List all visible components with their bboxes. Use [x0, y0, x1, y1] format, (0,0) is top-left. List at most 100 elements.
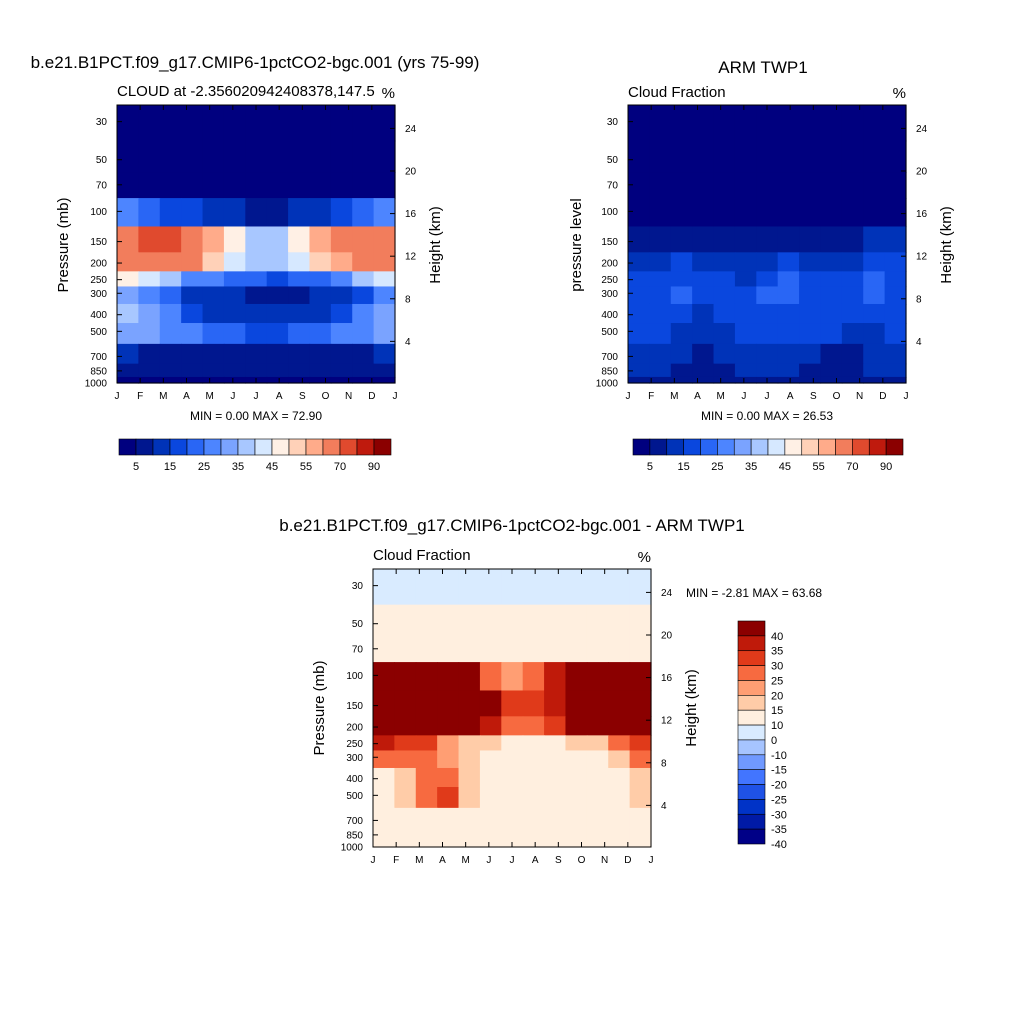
y-tick-label: 300: [90, 289, 107, 300]
heatmap-cell: [479, 840, 502, 848]
heatmap-cell: [352, 105, 375, 142]
heatmap-cell: [586, 735, 609, 752]
heatmap-cell: [544, 807, 567, 829]
heatmap-cell: [437, 569, 460, 606]
heatmap-cell: [223, 303, 246, 324]
heatmap-cell: [629, 716, 652, 736]
heatmap-cell: [159, 376, 182, 384]
heatmap-cell: [544, 840, 567, 848]
colorbar-swatch: [322, 438, 341, 456]
heatmap-cell: [565, 662, 588, 692]
heatmap-cell: [415, 750, 438, 769]
colorbar-label: 35: [232, 461, 244, 473]
heatmap-cell: [713, 271, 736, 288]
heatmap-cell: [373, 140, 396, 173]
heatmap-cell: [415, 716, 438, 736]
heatmap-cell: [884, 105, 907, 142]
heatmap-cell: [586, 767, 609, 788]
y-tick-label: 300: [346, 753, 363, 764]
heatmap-cell: [544, 662, 567, 692]
colorbar-label: 35: [745, 461, 757, 473]
x-tick-label: A: [439, 855, 446, 866]
colorbar-label: 25: [711, 461, 723, 473]
heatmap-cell: [352, 140, 375, 173]
heatmap-cell: [288, 303, 311, 324]
heatmap-cell: [181, 271, 204, 288]
heatmap-cell: [629, 604, 652, 637]
stats-label: MIN = 0.00 MAX = 26.53: [701, 409, 833, 423]
heatmap-cell: [330, 252, 353, 272]
heatmap-cell: [608, 604, 631, 637]
colorbar-swatch: [118, 438, 137, 456]
heatmap-cell: [649, 252, 672, 272]
heatmap-cell: [373, 750, 395, 769]
colorbar-label: -10: [771, 750, 787, 762]
heatmap-cell: [181, 172, 204, 199]
heatmap-cell: [223, 376, 246, 384]
heatmap-cell: [628, 172, 650, 199]
heatmap-cell: [777, 140, 800, 173]
colorbar-swatch: [373, 438, 392, 456]
heatmap-cell: [288, 140, 311, 173]
x-tick-label: A: [532, 855, 539, 866]
y-tick-label-right: 12: [405, 252, 417, 263]
x-tick-label: A: [694, 391, 701, 402]
heatmap-cell: [586, 636, 609, 663]
heatmap-cell: [884, 376, 907, 384]
heatmap-cell: [415, 690, 438, 717]
heatmap-cell: [117, 363, 139, 378]
heatmap-cell: [629, 636, 652, 663]
heatmap-cell: [863, 140, 886, 173]
colorbar: 40 35 30 25 20 15 10 0 -10 -15 -20 -25 -30 -35 -40: [737, 620, 787, 851]
heatmap-cell: [522, 807, 545, 829]
heatmap-cell: [373, 827, 395, 842]
x-tick-label: F: [393, 855, 399, 866]
heatmap-cell: [223, 252, 246, 272]
colorbar-swatch: [737, 799, 766, 815]
heatmap-cell: [692, 303, 715, 324]
heatmap-cell: [352, 376, 375, 384]
heatmap-cell: [202, 323, 225, 345]
x-tick-label: J: [115, 391, 120, 402]
colorbar-swatch: [271, 438, 290, 456]
heatmap-cell: [713, 286, 736, 305]
y-tick-label: 150: [601, 237, 618, 248]
heatmap-cell: [884, 343, 907, 365]
heatmap-cell: [756, 226, 779, 253]
heatmap-cell: [670, 226, 693, 253]
heatmap-cell: [756, 343, 779, 365]
x-tick-label: J: [393, 391, 398, 402]
heatmap-cell: [415, 840, 438, 848]
colorbar-swatch: [737, 828, 766, 845]
heatmap-cell: [373, 303, 396, 324]
heatmap-cell: [586, 787, 609, 809]
heatmap-cell: [713, 343, 736, 365]
heatmap-cell: [159, 323, 182, 345]
heatmap-cell: [458, 840, 481, 848]
heatmap-cell: [138, 252, 161, 272]
heatmap-cell: [586, 840, 609, 848]
heatmap-cell: [544, 716, 567, 736]
heatmap-cell: [777, 286, 800, 305]
heatmap-cell: [841, 105, 864, 142]
heatmap-cell: [629, 827, 652, 842]
heatmap-cell: [649, 226, 672, 253]
y-tick-label-right: 16: [405, 209, 417, 220]
heatmap-cell: [202, 343, 225, 365]
heatmap-cell: [117, 343, 139, 365]
y-tick-label: 400: [601, 310, 618, 321]
heatmap-cell: [522, 662, 545, 692]
colorbar-swatch: [733, 438, 752, 456]
y-tick-label: 70: [96, 180, 108, 191]
x-tick-label: A: [276, 391, 283, 402]
heatmap-cell: [138, 323, 161, 345]
panel-subtitle-right: %: [893, 85, 906, 102]
heatmap-cell: [223, 198, 246, 228]
heatmap-cell: [628, 252, 650, 272]
heatmap-cell: [266, 105, 289, 142]
heatmap-cell: [479, 636, 502, 663]
colorbar-swatch: [801, 438, 819, 456]
y-tick-label: 50: [96, 155, 108, 166]
heatmap-cell: [501, 767, 524, 788]
